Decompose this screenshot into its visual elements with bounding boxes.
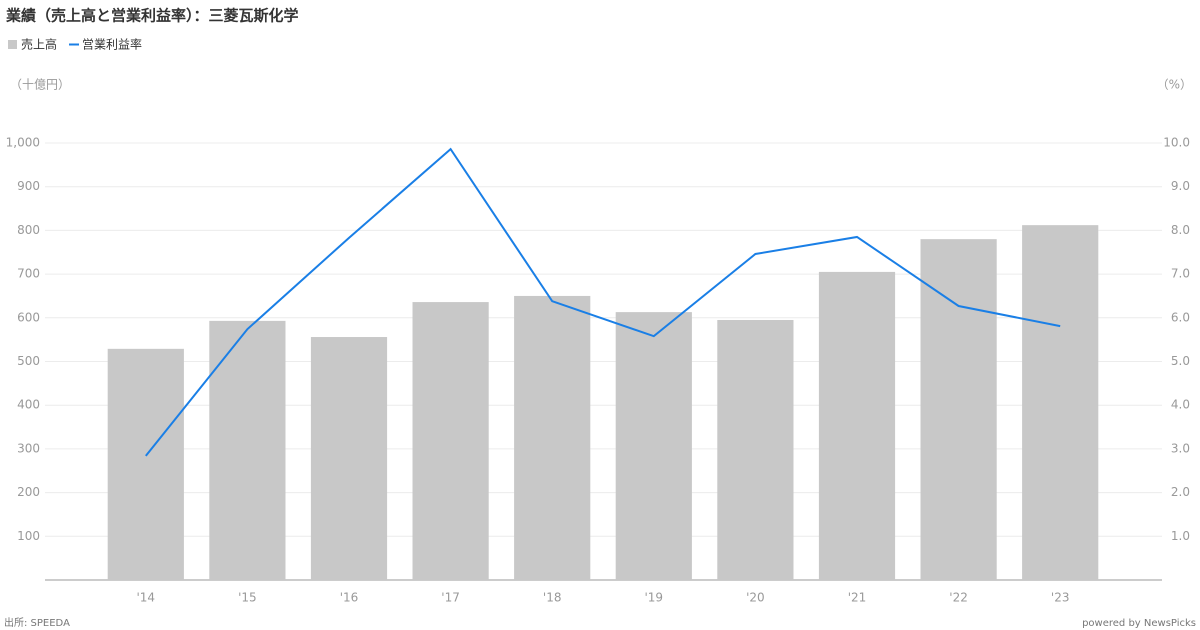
y2-tick-label: 6.0 <box>1171 310 1190 324</box>
x-tick-label: '16 <box>340 591 359 605</box>
y2-tick-label: 3.0 <box>1171 441 1190 455</box>
x-tick-label: '17 <box>441 591 460 605</box>
y2-tick-label: 8.0 <box>1171 223 1190 237</box>
y2-tick-label: 4.0 <box>1171 398 1190 412</box>
x-tick-label: '14 <box>137 591 156 605</box>
bar <box>107 348 184 580</box>
x-tick-label: '22 <box>949 591 968 605</box>
y2-tick-label: 10.0 <box>1163 136 1190 150</box>
x-tick-label: '23 <box>1051 591 1070 605</box>
y2-tick-label: 7.0 <box>1171 267 1190 281</box>
legend-label: 営業利益率 <box>82 37 142 52</box>
bar <box>717 319 794 580</box>
x-tick-label: '20 <box>746 591 765 605</box>
y-tick-label: 300 <box>17 441 40 455</box>
y2-tick-label: 1.0 <box>1171 529 1190 543</box>
y-tick-label: 1,000 <box>6 136 40 150</box>
bar <box>209 320 286 580</box>
y2-axis-unit: （%） <box>1157 78 1192 92</box>
y-tick-label: 600 <box>17 310 40 324</box>
x-tick-label: '18 <box>543 591 562 605</box>
x-tick-label: '19 <box>645 591 664 605</box>
legend-swatch <box>8 40 17 49</box>
source: 出所: SPEEDA <box>4 616 70 629</box>
y-tick-label: 700 <box>17 267 40 281</box>
bar <box>615 312 692 580</box>
chart-title: 業績（売上高と営業利益率）：三菱瓦斯化学 <box>5 7 299 25</box>
y-tick-label: 400 <box>17 398 40 412</box>
bar <box>412 302 489 580</box>
y-tick-label: 100 <box>17 529 40 543</box>
y2-tick-label: 2.0 <box>1171 485 1190 499</box>
bar <box>1022 225 1099 580</box>
y-axis-unit: （十億円） <box>10 78 70 92</box>
legend-label: 売上高 <box>21 37 57 52</box>
y-tick-label: 500 <box>17 354 40 368</box>
x-tick-label: '21 <box>848 591 867 605</box>
y2-tick-label: 5.0 <box>1171 354 1190 368</box>
y-tick-label: 900 <box>17 179 40 193</box>
bar <box>310 337 388 580</box>
y-tick-label: 200 <box>17 485 40 499</box>
credit: powered by NewsPicks <box>1082 618 1196 629</box>
line <box>145 147 1061 457</box>
bar <box>818 271 896 580</box>
bar <box>514 295 591 580</box>
y2-tick-label: 9.0 <box>1171 179 1190 193</box>
y-tick-label: 800 <box>17 223 40 237</box>
bar <box>920 239 997 580</box>
x-tick-label: '15 <box>238 591 257 605</box>
